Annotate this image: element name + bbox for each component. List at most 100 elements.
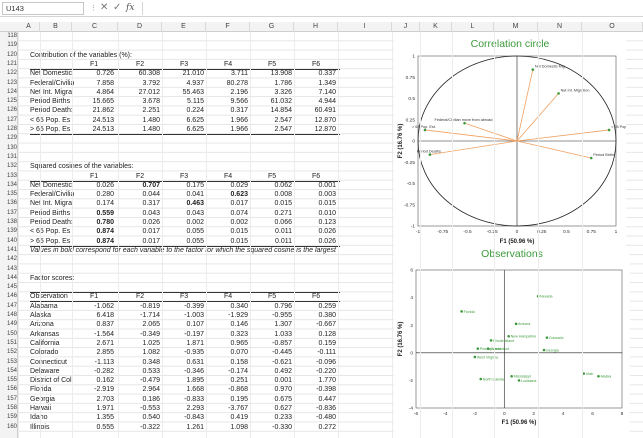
value-cell[interactable]: -0.349 [140, 330, 160, 338]
row-label[interactable]: Federal/Civilia [30, 79, 74, 87]
column-header[interactable]: L [452, 22, 494, 32]
value-cell[interactable]: 0.107 [186, 321, 204, 329]
value-cell[interactable]: -0.553 [140, 405, 160, 412]
value-cell[interactable]: -3.767 [228, 405, 248, 412]
row-label[interactable]: Illinois [30, 423, 74, 432]
column-header[interactable]: I [338, 22, 392, 32]
row-label[interactable]: Arizona [30, 321, 54, 329]
value-cell[interactable]: 1.261 [186, 423, 204, 431]
value-cell[interactable]: -0.445 [272, 349, 292, 357]
value-cell[interactable]: 0.259 [318, 302, 336, 310]
row-label[interactable]: California [30, 339, 60, 347]
section-title[interactable]: Factor scores: [30, 274, 75, 282]
row-label[interactable]: Federal/Civilia [30, 191, 74, 199]
column-header[interactable]: D [118, 22, 162, 32]
value-cell[interactable]: 27.012 [138, 88, 160, 96]
value-cell[interactable]: 4.944 [318, 98, 336, 106]
value-cell[interactable]: -0.868 [228, 386, 248, 394]
observation-point[interactable] [460, 310, 463, 313]
value-cell[interactable]: 3.678 [142, 98, 160, 106]
value-cell[interactable]: 24.513 [92, 126, 114, 133]
value-cell[interactable]: 0.026 [96, 181, 114, 189]
row-label[interactable]: Alabama [30, 302, 58, 310]
column-label[interactable]: F3 [180, 172, 189, 180]
value-cell[interactable]: -0.399 [184, 302, 204, 310]
value-cell[interactable]: 0.837 [96, 321, 114, 329]
value-cell[interactable]: 0.011 [275, 228, 292, 236]
value-cell[interactable]: 0.631 [186, 358, 204, 366]
value-cell[interactable]: 1.025 [142, 339, 160, 347]
column-header[interactable]: E [162, 22, 206, 32]
value-cell[interactable]: 2.293 [186, 405, 204, 412]
observation-point[interactable] [514, 322, 518, 326]
row-header[interactable]: 128 [6, 126, 17, 132]
value-cell[interactable]: 0.707 [142, 181, 160, 189]
value-cell[interactable]: 0.675 [274, 395, 292, 403]
row-header[interactable]: 145 [6, 284, 17, 291]
observation-point[interactable] [489, 339, 493, 342]
column-header[interactable]: O [582, 22, 643, 32]
value-cell[interactable]: 0.017 [230, 200, 248, 208]
row-label[interactable]: Connecticut [30, 358, 67, 366]
value-cell[interactable]: -0.480 [316, 414, 336, 422]
column-label[interactable]: F5 [268, 172, 277, 180]
row-header[interactable]: 125 [6, 98, 17, 105]
value-cell[interactable]: 1.349 [318, 79, 336, 87]
value-cell[interactable]: 1.082 [142, 349, 160, 357]
value-cell[interactable]: 0.533 [142, 367, 160, 375]
row-label[interactable]: Net Int. Migra [30, 88, 73, 96]
value-cell[interactable]: 0.123 [318, 219, 336, 226]
row-label[interactable]: < 65 Pop. Es [30, 228, 71, 236]
value-cell[interactable]: 0.017 [142, 228, 160, 236]
value-cell[interactable]: 0.011 [275, 237, 292, 245]
row-header[interactable]: 148 [6, 312, 17, 318]
row-header[interactable]: 120 [6, 51, 17, 58]
value-cell[interactable]: 2.703 [96, 395, 114, 403]
value-cell[interactable]: 1.668 [186, 386, 204, 394]
value-cell[interactable]: 0.001 [318, 181, 336, 189]
value-cell[interactable]: 4.937 [186, 79, 204, 87]
value-cell[interactable]: 0.158 [230, 358, 248, 366]
column-header[interactable]: N [538, 22, 582, 32]
value-cell[interactable]: 80.278 [226, 79, 248, 87]
row-label[interactable]: Period Births [30, 98, 71, 106]
observation-point[interactable] [510, 374, 513, 378]
value-cell[interactable]: 6.625 [186, 126, 204, 133]
value-cell[interactable]: 0.348 [142, 358, 160, 366]
row-label[interactable]: > 65 Pop. Es [30, 126, 71, 133]
row-label[interactable]: Period Death: [30, 107, 73, 115]
row-header[interactable]: 139 [6, 228, 17, 235]
value-cell[interactable]: -0.935 [184, 349, 204, 357]
value-cell[interactable]: -2.919 [94, 386, 114, 394]
value-cell[interactable]: 0.174 [96, 200, 114, 208]
column-label[interactable]: F2 [136, 293, 145, 301]
value-cell[interactable]: 0.337 [318, 70, 336, 78]
value-cell[interactable]: 1.871 [186, 339, 204, 347]
value-cell[interactable]: 0.447 [318, 395, 336, 403]
value-cell[interactable]: 2.671 [96, 339, 114, 347]
value-cell[interactable]: -0.833 [184, 395, 204, 403]
column-header[interactable]: G [250, 22, 294, 32]
value-cell[interactable]: 1.786 [274, 79, 292, 87]
row-label[interactable]: Delaware [30, 367, 60, 375]
column-label[interactable]: F1 [90, 172, 99, 180]
row-header[interactable]: 135 [6, 191, 17, 198]
row-label[interactable]: > 65 Pop. Es [30, 237, 71, 245]
formula-input[interactable] [142, 2, 641, 15]
row-label[interactable]: Net Domestic [30, 70, 73, 78]
value-cell[interactable]: -0.322 [140, 423, 160, 431]
column-label[interactable]: F6 [312, 172, 321, 180]
row-header[interactable]: 140 [6, 237, 17, 244]
value-cell[interactable]: 21.862 [92, 107, 114, 115]
variable-point[interactable] [531, 68, 535, 71]
value-cell[interactable]: 2.547 [274, 116, 292, 124]
row-header[interactable]: 153 [6, 358, 17, 365]
value-cell[interactable]: 0.026 [142, 219, 160, 226]
observation-point[interactable] [545, 336, 549, 339]
value-cell[interactable]: 0.726 [96, 70, 114, 78]
value-cell[interactable]: 2.547 [274, 126, 292, 133]
value-cell[interactable]: 0.029 [230, 181, 248, 189]
column-label[interactable]: F5 [268, 60, 277, 68]
row-header[interactable]: 129 [6, 135, 17, 142]
value-cell[interactable]: 0.317 [142, 200, 160, 208]
